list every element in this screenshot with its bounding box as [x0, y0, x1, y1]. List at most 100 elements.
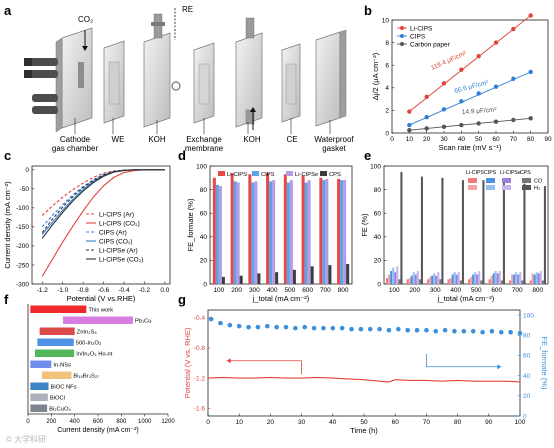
chart-e-xtick-label: 800 — [532, 287, 543, 294]
panel-a: a — [4, 3, 354, 153]
chart-d-xtick-label: 600 — [302, 287, 313, 294]
panel-letter-f: f — [4, 292, 9, 307]
chart-e-bar — [416, 271, 419, 284]
chart-g-fe-point — [508, 329, 513, 335]
chart-e-bar — [418, 279, 421, 284]
chart-f: 0 200 400 600 800 1000 1200 Current density (mA… — [26, 304, 175, 434]
chart-e-bar — [476, 274, 479, 284]
chart-g-fe-point — [227, 322, 233, 328]
chart-d-xtick-label: 400 — [267, 287, 278, 294]
chart-g-ytick-label: -0.4 — [194, 315, 206, 322]
chart-b-point — [459, 122, 464, 128]
cathode-plate — [55, 27, 93, 133]
chart-d-ytick-label: 80 — [200, 187, 208, 194]
chart-e-bar — [500, 280, 503, 284]
chart-d-bar — [248, 174, 252, 284]
chart-d-bar — [286, 182, 290, 284]
chart-b-xtick-label: 40 — [458, 136, 466, 143]
chart-g-fe-point — [498, 329, 504, 335]
chart-d-bar — [251, 182, 255, 284]
chart-g-fe-point — [470, 328, 476, 334]
chart-b-xtick-label: 20 — [423, 136, 431, 143]
chart-f-bar-label: Bi₁₉Br₃S₂₇ — [73, 374, 99, 380]
chart-e-bar — [406, 279, 409, 284]
chart-e-bar — [439, 279, 442, 284]
chart-f-xtick-label: 600 — [93, 419, 104, 425]
chart-d-xtick-label: 500 — [284, 287, 295, 294]
chart-g-fe-point — [480, 329, 485, 335]
chart-e-xtick-label: 300 — [430, 287, 441, 294]
chart-f-xtick-label: 200 — [46, 419, 57, 425]
chart-e-bar — [386, 278, 389, 284]
chart-d-bar — [307, 180, 311, 284]
chart-c-frame — [31, 165, 171, 285]
chart-b-point — [424, 94, 429, 100]
label-gasket: gasket — [322, 144, 346, 153]
chart-e-bar — [517, 274, 520, 284]
chart-b-point — [476, 121, 481, 126]
chart-e-bar — [490, 275, 493, 284]
chart-g-fe-point — [433, 328, 439, 334]
chart-e-bar — [496, 273, 499, 284]
chart-g-fe-point — [517, 330, 523, 336]
chart-d-legend-label: Li-CIPS — [227, 172, 247, 178]
chart-d-legend-swatch — [218, 171, 225, 176]
chart-c-legend-label: Li-CIPSe (CO₂) — [99, 256, 143, 263]
chart-b-point — [441, 124, 447, 129]
chart-e-bar — [427, 279, 430, 284]
chart-e-legend-header: CPS — [520, 170, 531, 176]
chart-e-bar — [539, 271, 542, 284]
chart-e-bar — [494, 271, 497, 284]
chart-e-legend-swatch — [468, 178, 477, 183]
chart-b-point — [493, 40, 499, 45]
chart-f-bar — [30, 404, 48, 412]
chart-g-fe-point — [321, 325, 326, 331]
chart-e-bar — [513, 274, 516, 284]
chart-e-xtick-label: 100 — [389, 287, 400, 294]
chart-e-bar — [511, 274, 514, 284]
chart-d-bar — [272, 180, 276, 284]
chart-g-fe-point — [377, 326, 382, 332]
chart-b-legend-label: Li-CIPS — [410, 25, 433, 32]
chart-e-ytick-label: 100 — [370, 163, 381, 170]
chart-e-ytick-label: 0 — [377, 281, 381, 288]
chart-d-bar — [236, 182, 240, 284]
chart-g-fe-point — [386, 327, 392, 333]
chart-e-bar — [457, 272, 460, 284]
chart-e-bar — [482, 180, 485, 284]
chart-f-bar-label: This work — [88, 308, 113, 314]
chart-e-bar — [478, 271, 481, 284]
label-cathode: Cathode — [60, 135, 91, 144]
chart-e-bar — [429, 276, 432, 284]
chart-e-bar — [535, 272, 538, 284]
chart-d: 0 20 40 60 80 100 100 200 300 400 500 600 700 800 j_to… — [186, 163, 353, 303]
chart-g-fe-point — [461, 328, 467, 334]
chart-f-xtick-label: 800 — [116, 419, 127, 425]
chart-c-ytick-label: -100 — [16, 205, 29, 212]
chart-g-arrow-left-head — [226, 358, 231, 364]
charts-layer: 0 10 20 30 40 50 60 70 80 90 0 2 4 6 8 10 Scan rate (mV … — [3, 13, 552, 435]
chart-e-bar — [412, 272, 415, 284]
chart-f-xtick-label: 1200 — [161, 419, 175, 425]
chart-g-xtick-label: 60 — [392, 419, 400, 426]
chart-e-bar — [441, 177, 444, 284]
chart-b-point — [459, 99, 464, 104]
chart-e-bar — [515, 272, 518, 284]
chart-d-bar — [343, 180, 347, 284]
chart-e-legend-swatch — [522, 185, 531, 190]
chart-e-bar — [453, 272, 456, 284]
chart-d-bar — [289, 180, 293, 284]
chart-g-fe-point — [302, 324, 308, 330]
chart-g-xlabel: Time (h) — [350, 426, 378, 435]
chart-f-bar — [42, 371, 72, 379]
chart-e-bar — [455, 274, 458, 284]
chart-d-bar — [328, 265, 332, 284]
chart-e-bar — [437, 272, 440, 284]
chart-b-legend-label: Carbon paper — [410, 41, 451, 48]
chart-c: -1.2 -1.0 -0.8 -0.6 -0.4 -0.2 0.0 0 -50 -100 -150 -… — [3, 165, 171, 303]
label-we: WE — [112, 135, 125, 144]
chart-b-point — [407, 127, 412, 133]
chart-c-xlabel: Potential (V vs.RHE) — [67, 294, 136, 303]
chart-d-xtick-label: 100 — [213, 287, 224, 294]
chart-b-point — [511, 26, 516, 32]
